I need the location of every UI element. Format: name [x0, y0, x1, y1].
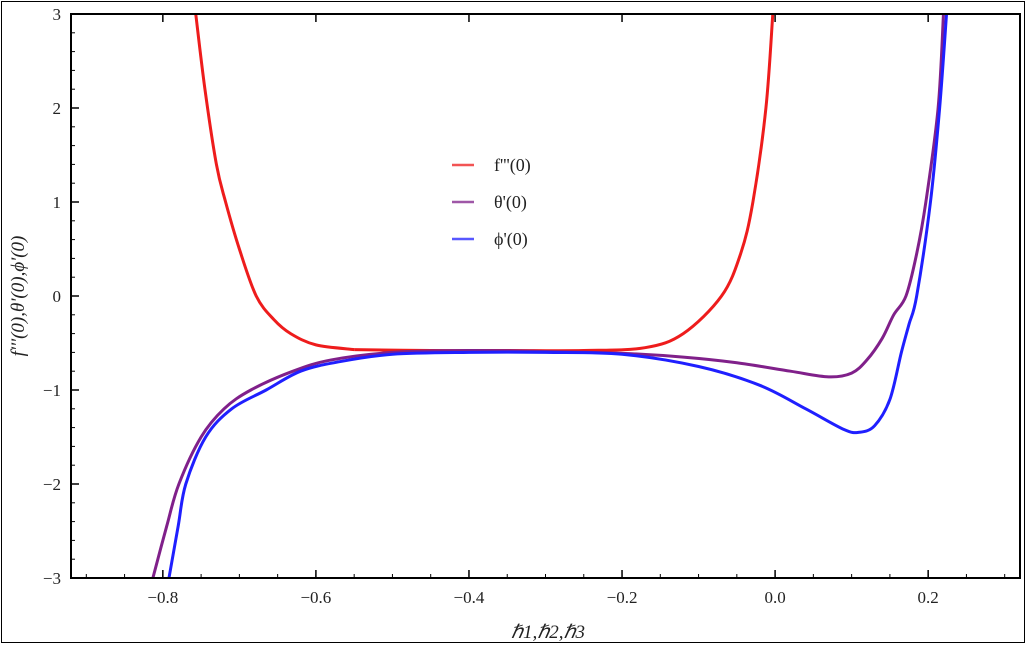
y-tick-label: −1	[43, 381, 61, 400]
legend: f'''(0) θ'(0) ϕ'(0)	[452, 155, 531, 250]
y-tick-label: −2	[43, 475, 61, 494]
x-tick-label: −0.4	[454, 588, 485, 607]
y-tick-label: −3	[43, 569, 61, 588]
x-tick-label: −0.2	[607, 588, 638, 607]
series-line-0	[194, 14, 355, 352]
x-tick-label: −0.6	[300, 588, 331, 607]
series-line-2	[167, 14, 949, 578]
y-tick-label: 2	[53, 99, 62, 118]
x-tick-label: 0.0	[764, 588, 785, 607]
y-tick-label: 3	[53, 5, 62, 24]
x-tick-label: −0.8	[147, 588, 178, 607]
y-axis-label: f'''(0),θ'(0),ϕ'(0)	[8, 236, 29, 357]
x-tick-label: 0.2	[918, 588, 939, 607]
x-axis-label: ℏ1,ℏ2,ℏ3	[511, 622, 585, 643]
plot-frame	[70, 13, 1021, 579]
y-tick-label: 1	[53, 193, 62, 212]
legend-label: f'''(0)	[494, 155, 531, 176]
y-tick-label: 0	[53, 287, 62, 306]
legend-label: θ'(0)	[494, 192, 527, 213]
series-line-1	[151, 14, 945, 578]
series-line-0	[354, 14, 775, 353]
legend-label: ϕ'(0)	[494, 229, 528, 250]
